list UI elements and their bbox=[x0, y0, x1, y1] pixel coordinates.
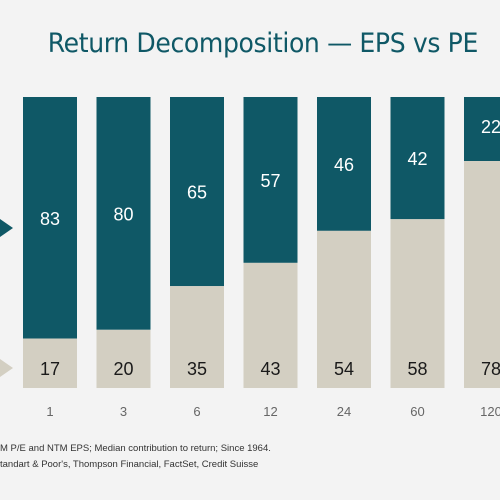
bar-top-24 bbox=[317, 97, 371, 231]
x-tick-label-1: 1 bbox=[46, 404, 53, 419]
bar-bottom-label-3: 20 bbox=[113, 359, 133, 379]
bar-bottom-6 bbox=[170, 286, 224, 388]
bar-bottom-12 bbox=[243, 262, 298, 388]
bar-top-60 bbox=[390, 97, 445, 220]
bar-top-label-6: 65 bbox=[187, 183, 207, 203]
bar-top-6 bbox=[170, 97, 224, 287]
x-tick-label-6: 6 bbox=[193, 404, 200, 419]
x-tick-label-120: 120 bbox=[480, 404, 500, 419]
bar-bottom-24 bbox=[317, 230, 371, 388]
bar-bottom-label-60: 58 bbox=[407, 359, 427, 379]
bar-bottom-label-6: 35 bbox=[187, 359, 207, 379]
x-tick-label-60: 60 bbox=[410, 404, 424, 419]
top-series-marker-icon bbox=[0, 219, 13, 237]
bar-bottom-3 bbox=[96, 329, 151, 388]
bar-top-3 bbox=[96, 97, 151, 330]
bar-top-label-120: 22 bbox=[481, 117, 500, 137]
bar-top-1 bbox=[23, 97, 77, 339]
x-tick-label-24: 24 bbox=[337, 404, 351, 419]
bar-top-label-60: 42 bbox=[407, 149, 427, 169]
bar-bottom-label-120: 78 bbox=[481, 359, 500, 379]
bar-top-label-1: 83 bbox=[40, 209, 60, 229]
bar-bottom-60 bbox=[390, 219, 445, 388]
chart-note-methodology: M P/E and NTM EPS; Median contribution t… bbox=[0, 443, 271, 454]
bar-bottom-label-12: 43 bbox=[260, 359, 280, 379]
bar-top-label-24: 46 bbox=[334, 155, 354, 175]
chart-title: Return Decomposition — EPS vs PE bbox=[47, 28, 479, 59]
bar-bottom-label-24: 54 bbox=[334, 359, 354, 379]
bar-top-label-3: 80 bbox=[113, 204, 133, 224]
bar-top-12 bbox=[243, 97, 298, 263]
bar-top-120 bbox=[464, 97, 500, 162]
bar-bottom-1 bbox=[23, 338, 77, 388]
bar-top-label-12: 57 bbox=[260, 171, 280, 191]
bottom-series-marker-icon bbox=[0, 359, 13, 377]
x-tick-label-12: 12 bbox=[263, 404, 277, 419]
bar-bottom-120 bbox=[464, 161, 500, 388]
x-tick-label-3: 3 bbox=[120, 404, 127, 419]
bar-bottom-label-1: 17 bbox=[40, 359, 60, 379]
chart-note-sources: tandart & Poor's, Thompson Financial, Fa… bbox=[0, 459, 259, 470]
